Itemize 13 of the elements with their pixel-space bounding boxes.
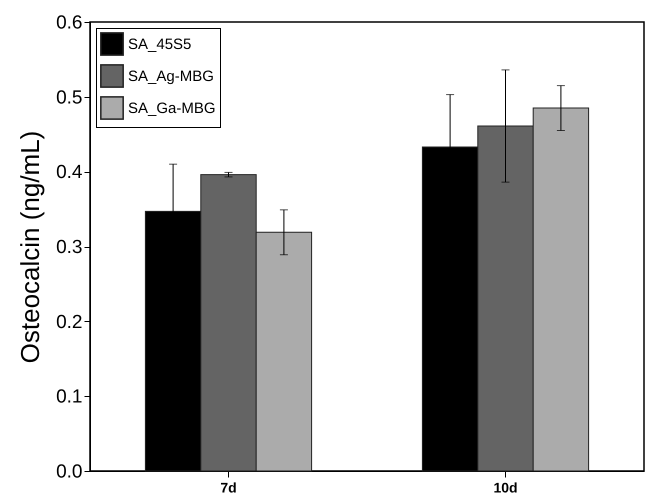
y-tick-label: 0.6 — [56, 12, 82, 34]
y-tick-label: 0.5 — [56, 87, 82, 108]
y-tick-label: 0.1 — [56, 386, 82, 408]
legend-label: SA_45S5 — [128, 36, 192, 53]
y-axis-title: Osteocalcin (ng/mL) — [15, 130, 46, 364]
y-tick-label: 0.0 — [56, 462, 82, 482]
legend-label: SA_Ga-MBG — [128, 100, 216, 117]
x-tick-label: 7d — [220, 480, 237, 496]
x-tick-label: 10d — [493, 480, 518, 496]
y-tick-label: 0.4 — [56, 162, 83, 184]
y-tick-label: 0.3 — [56, 237, 82, 258]
y-tick-label: 0.2 — [56, 312, 82, 333]
legend-label: SA_Ag-MBG — [128, 68, 214, 85]
